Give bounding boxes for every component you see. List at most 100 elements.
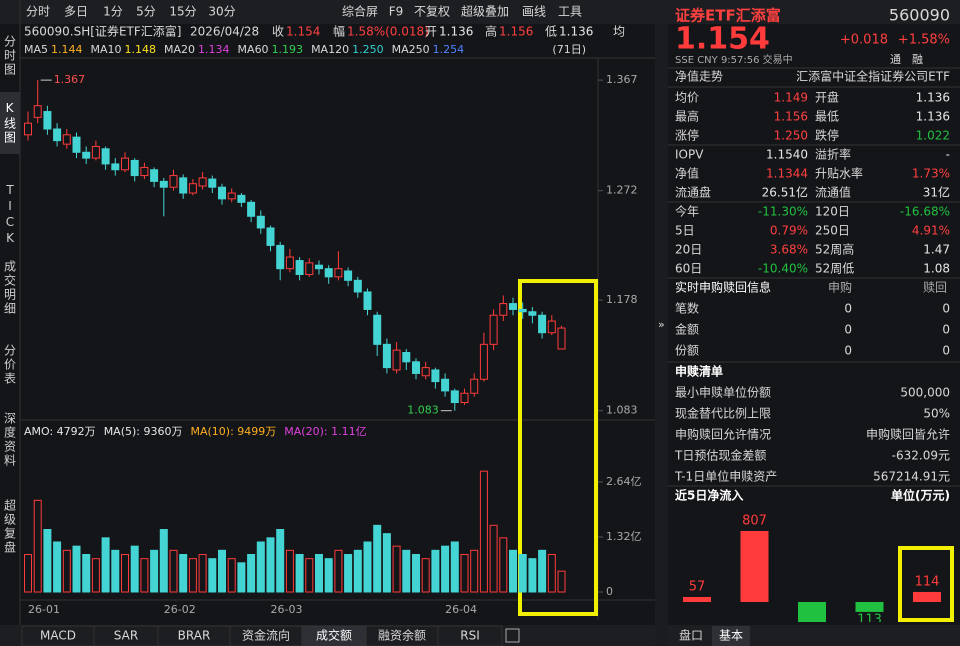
candle-body — [450, 390, 459, 404]
volume-bar — [121, 554, 129, 593]
stat-label: 净值 — [675, 166, 699, 181]
volume-bar — [470, 549, 479, 593]
toolbar-item[interactable]: 画线 — [522, 5, 546, 19]
volume-bar — [266, 537, 275, 593]
info-value: 1.154 — [286, 25, 320, 39]
toolbar-item[interactable]: 综合屏 — [342, 4, 378, 19]
toolbar-item[interactable]: 15分 — [169, 5, 196, 19]
stat-label: 20日 — [675, 243, 702, 257]
toolbar-item[interactable]: 不复权 — [414, 5, 450, 19]
candle-body — [237, 194, 246, 203]
bottom-tab[interactable]: 资金流向 — [242, 628, 290, 643]
side-tab[interactable]: TICK — [3, 183, 17, 247]
tab-bg[interactable] — [712, 626, 750, 646]
stat-label: 开盘 — [815, 90, 839, 105]
row-value: 0 — [942, 344, 950, 358]
stat-label: 今年 — [675, 204, 699, 219]
toolbar-item[interactable]: 30分 — [208, 5, 235, 19]
chart-unit: 单位(万元) — [891, 488, 950, 503]
volume-bar — [188, 558, 197, 593]
panel-tab[interactable]: 盘口 — [679, 628, 703, 643]
info-value: 1.58%(0.018) — [347, 25, 429, 39]
stat-label: 52周高 — [815, 242, 854, 257]
row-value: 0 — [844, 302, 852, 316]
ma-name: MA5 — [24, 43, 48, 56]
info-key: 高 — [485, 24, 497, 39]
y-tick-label: 1.083 — [606, 404, 638, 417]
fund-name: 汇添富中证全指证券公司ETF — [796, 69, 950, 84]
amo-legend: MA(20): 1.11亿 — [284, 425, 366, 438]
toolbar-item[interactable]: 5分 — [136, 5, 156, 19]
volume-bar — [227, 558, 236, 593]
info-key: 开 — [425, 25, 437, 39]
stat-value: 1.08 — [923, 262, 950, 276]
ma-value: 1.134 — [198, 43, 230, 56]
bottom-tab[interactable]: BRAR — [178, 629, 211, 643]
bottom-tab[interactable]: 融资余额 — [378, 628, 426, 643]
toolbar-item[interactable]: F9 — [389, 5, 404, 19]
x-tick-label: 26-04 — [445, 603, 477, 616]
volume-bar — [91, 558, 100, 593]
stat-label: 均价 — [675, 91, 699, 105]
bottom-tab[interactable]: SAR — [114, 629, 138, 643]
volume-bar — [208, 558, 217, 593]
row-label: 金额 — [675, 322, 699, 337]
side-tab[interactable]: K线图 — [0, 92, 20, 154]
side-tab[interactable]: 分时图 — [2, 35, 17, 77]
info-key: 均 — [613, 25, 625, 39]
volume-bar — [111, 549, 120, 593]
candle-body — [266, 227, 275, 246]
stat-value: 1.1344 — [766, 167, 808, 181]
candle-body — [169, 175, 178, 188]
toolbar-item[interactable]: 多日 — [64, 5, 88, 19]
ma-name: MA60 — [238, 43, 269, 56]
highlight-box — [518, 279, 598, 616]
ma-value: 1.193 — [272, 43, 304, 56]
side-tab[interactable]: 深度资料 — [2, 411, 17, 468]
toolbar-item[interactable]: 工具 — [558, 5, 582, 19]
volume-bar — [547, 554, 556, 593]
side-tab[interactable]: 超级复盘 — [2, 499, 17, 555]
toolbar-item[interactable]: 超级叠加 — [461, 4, 509, 19]
stat-label: 跌停 — [815, 128, 839, 143]
row-label: 笔数 — [675, 301, 699, 316]
volume-bar — [509, 549, 517, 593]
toolbar-item[interactable]: 分时 — [26, 5, 50, 19]
ma-value: 1.250 — [352, 43, 384, 56]
candle-body — [470, 378, 479, 394]
row-value: -632.09元 — [892, 449, 950, 463]
side-tab[interactable]: 分价表 — [2, 344, 17, 386]
change-pct: +1.58% — [898, 33, 950, 48]
volume-bar — [62, 549, 71, 593]
volume-bar — [363, 541, 372, 593]
tab-bg[interactable] — [437, 625, 503, 646]
ma-name: MA120 — [311, 43, 349, 56]
bottom-tab[interactable]: RSI — [460, 629, 480, 643]
side-tab[interactable]: 成交明细 — [2, 259, 17, 316]
candle-body — [188, 183, 197, 194]
volume-bar — [198, 554, 207, 593]
candle-body — [208, 178, 217, 188]
bottom-tab[interactable]: MACD — [40, 629, 76, 643]
security-name: 证券ETF汇添富 — [675, 7, 781, 25]
volume-bar — [353, 549, 362, 593]
collapse-strip[interactable] — [655, 24, 668, 646]
candle-body — [227, 192, 236, 200]
flow-bar — [913, 591, 941, 602]
ma-value: 1.144 — [51, 43, 83, 56]
high-label: 1.367 — [54, 73, 85, 86]
collapse-icon[interactable]: » — [658, 318, 665, 331]
stat-label: 升贴水率 — [815, 166, 863, 181]
panel-tab[interactable]: 基本 — [719, 629, 743, 643]
candle-body — [24, 122, 32, 136]
candle-body — [121, 157, 129, 171]
candle-body — [33, 105, 42, 118]
volume-bar — [276, 529, 285, 593]
candle-body — [373, 314, 382, 345]
volume-bar — [431, 549, 440, 593]
toolbar-item[interactable]: 1分 — [103, 5, 123, 19]
x-tick-label: 26-01 — [28, 603, 60, 616]
volume-bar — [140, 558, 149, 593]
add-tab[interactable] — [505, 628, 520, 643]
bottom-tab[interactable]: 成交额 — [316, 628, 352, 643]
